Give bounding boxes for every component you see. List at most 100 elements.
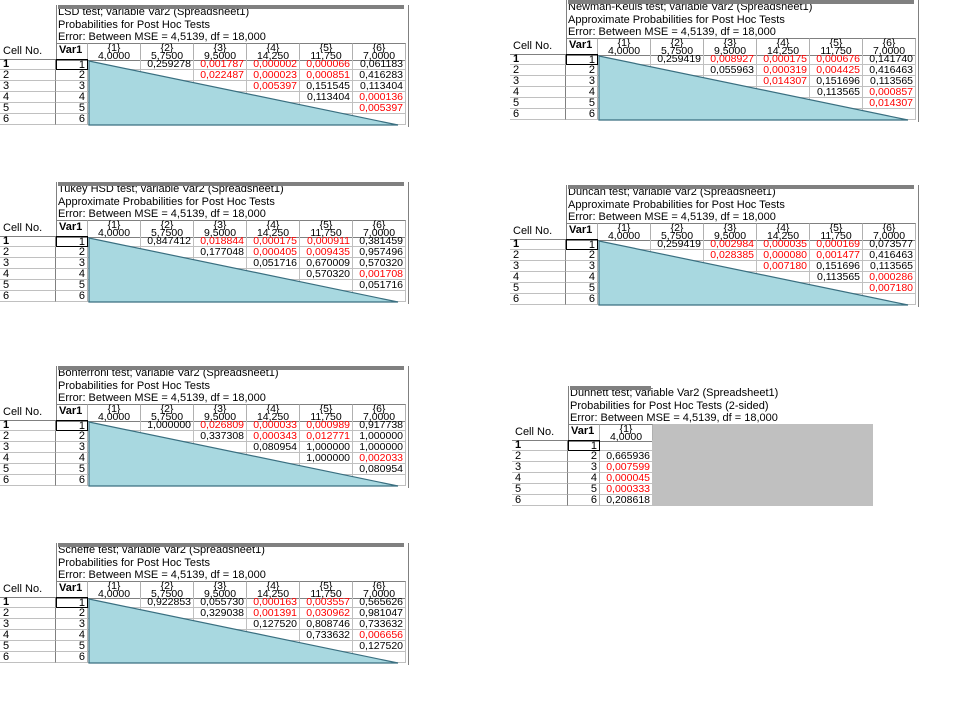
data-cell[interactable] <box>194 269 247 280</box>
data-cell[interactable]: 0,259419 <box>651 54 704 65</box>
data-cell[interactable] <box>704 294 757 305</box>
data-cell[interactable] <box>247 280 300 291</box>
data-cell[interactable] <box>141 464 194 475</box>
data-cell[interactable] <box>88 81 141 92</box>
data-cell[interactable] <box>598 87 651 98</box>
row-header-2[interactable]: 2 <box>0 70 56 81</box>
data-cell[interactable]: 0,007180 <box>863 283 916 294</box>
data-cell[interactable] <box>88 291 141 302</box>
var-column-header[interactable]: Var1 <box>56 220 88 238</box>
data-cell[interactable] <box>88 269 141 280</box>
row-header-3[interactable]: 3 <box>512 462 568 473</box>
var1-cell[interactable]: 6 <box>566 109 598 120</box>
data-cell[interactable] <box>651 294 704 305</box>
data-cell[interactable] <box>88 431 141 442</box>
data-cell[interactable] <box>598 98 651 109</box>
data-cell[interactable] <box>810 294 863 305</box>
var1-cell[interactable]: 6 <box>56 291 88 302</box>
data-cell[interactable] <box>651 87 704 98</box>
var1-cell[interactable]: 4 <box>566 87 598 98</box>
row-header-1[interactable]: 1 <box>0 59 56 70</box>
data-cell[interactable] <box>194 103 247 114</box>
data-cell[interactable] <box>704 272 757 283</box>
data-cell[interactable] <box>194 453 247 464</box>
var1-cell[interactable]: 1 <box>56 420 88 432</box>
data-cell[interactable]: 0,051716 <box>247 258 300 269</box>
var1-cell[interactable]: 5 <box>56 464 88 475</box>
data-cell[interactable] <box>88 597 141 608</box>
var1-cell[interactable]: 5 <box>568 484 600 495</box>
data-cell[interactable] <box>651 261 704 272</box>
row-header-5[interactable]: 5 <box>0 103 56 114</box>
var-column-header[interactable]: Var1 <box>56 43 88 61</box>
row-header-4[interactable]: 4 <box>0 453 56 464</box>
data-cell[interactable] <box>141 652 194 663</box>
data-cell[interactable] <box>88 641 141 652</box>
var1-cell[interactable]: 1 <box>56 597 88 609</box>
row-header-6[interactable]: 6 <box>0 652 56 663</box>
var1-cell[interactable]: 5 <box>56 280 88 291</box>
data-cell[interactable] <box>651 283 704 294</box>
data-cell[interactable] <box>757 272 810 283</box>
data-cell[interactable] <box>194 92 247 103</box>
data-cell[interactable] <box>247 269 300 280</box>
data-cell[interactable] <box>704 98 757 109</box>
data-cell[interactable]: 0,014307 <box>863 98 916 109</box>
var-column-header[interactable]: Var1 <box>566 38 598 56</box>
row-header-6[interactable]: 6 <box>512 495 568 506</box>
data-cell[interactable] <box>757 87 810 98</box>
var1-cell[interactable]: 5 <box>566 283 598 294</box>
data-cell[interactable] <box>757 109 810 120</box>
data-cell[interactable] <box>247 464 300 475</box>
data-cell[interactable] <box>88 114 141 125</box>
column-header-1[interactable]: {1} 4,0000 <box>600 424 653 442</box>
data-cell[interactable] <box>353 652 406 663</box>
data-cell[interactable]: 0,127520 <box>247 619 300 630</box>
var1-cell[interactable]: 5 <box>56 641 88 652</box>
data-cell[interactable] <box>88 420 141 431</box>
data-cell[interactable] <box>88 453 141 464</box>
data-cell[interactable] <box>88 103 141 114</box>
var1-cell[interactable]: 3 <box>56 258 88 269</box>
data-cell[interactable]: 0,007599 <box>600 462 653 473</box>
data-cell[interactable] <box>651 76 704 87</box>
data-cell[interactable] <box>141 280 194 291</box>
data-cell[interactable]: 0,570320 <box>300 269 353 280</box>
data-cell[interactable] <box>704 283 757 294</box>
row-header-2[interactable]: 2 <box>512 451 568 462</box>
var1-cell[interactable]: 1 <box>56 236 88 248</box>
data-cell[interactable] <box>141 291 194 302</box>
data-cell[interactable] <box>353 114 406 125</box>
var1-cell[interactable]: 4 <box>56 92 88 103</box>
row-header-5[interactable]: 5 <box>510 98 566 109</box>
data-cell[interactable] <box>88 475 141 486</box>
data-cell[interactable] <box>598 283 651 294</box>
row-header-3[interactable]: 3 <box>0 258 56 269</box>
data-cell[interactable] <box>598 239 651 250</box>
data-cell[interactable] <box>141 247 194 258</box>
data-cell[interactable]: 0,080954 <box>353 464 406 475</box>
var-column-header[interactable]: Var1 <box>56 404 88 422</box>
var1-cell[interactable]: 4 <box>566 272 598 283</box>
data-cell[interactable] <box>598 54 651 65</box>
data-cell[interactable]: 0,665936 <box>600 451 653 462</box>
var1-cell[interactable]: 3 <box>56 442 88 453</box>
row-header-6[interactable]: 6 <box>0 291 56 302</box>
data-cell[interactable] <box>247 652 300 663</box>
data-cell[interactable] <box>704 109 757 120</box>
data-cell[interactable] <box>88 630 141 641</box>
data-cell[interactable]: 0,259419 <box>651 239 704 250</box>
data-cell[interactable] <box>194 291 247 302</box>
var1-cell[interactable]: 6 <box>568 495 600 506</box>
data-cell[interactable] <box>247 114 300 125</box>
data-cell[interactable] <box>300 291 353 302</box>
data-cell[interactable] <box>247 291 300 302</box>
data-cell[interactable]: 0,005397 <box>353 103 406 114</box>
data-cell[interactable] <box>863 294 916 305</box>
row-header-4[interactable]: 4 <box>510 272 566 283</box>
row-header-4[interactable]: 4 <box>512 473 568 484</box>
data-cell[interactable] <box>300 114 353 125</box>
data-cell[interactable]: 0,127520 <box>353 641 406 652</box>
var1-cell[interactable]: 1 <box>566 54 598 66</box>
data-cell[interactable] <box>194 81 247 92</box>
